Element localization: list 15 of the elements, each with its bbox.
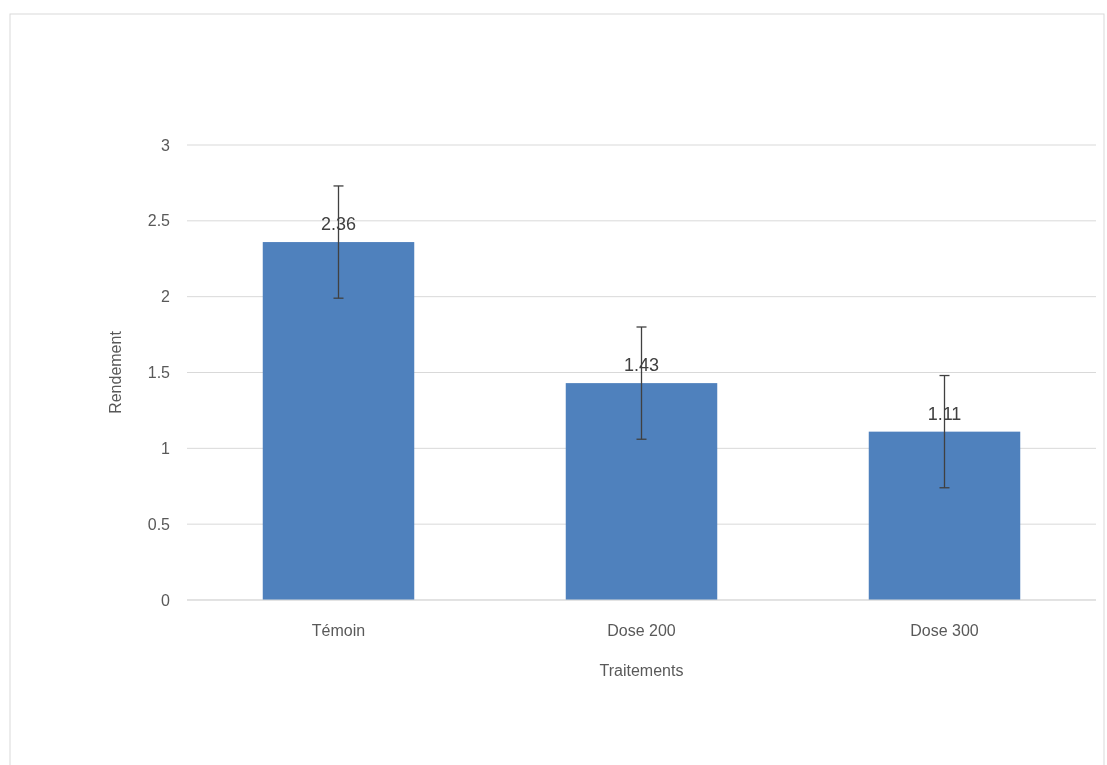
x-tick-label: Dose 200 xyxy=(607,621,676,639)
y-axis-title: Rendement xyxy=(106,330,124,414)
y-tick-label: 1.5 xyxy=(147,364,171,382)
y-tick-label: 0 xyxy=(161,591,171,609)
y-tick-label: 2.5 xyxy=(147,212,171,230)
y-tick-label: 3 xyxy=(161,136,171,154)
bar xyxy=(565,383,718,600)
x-tick-label: Dose 300 xyxy=(910,621,979,639)
y-tick-label: 2 xyxy=(161,288,171,306)
y-tick-label: 1 xyxy=(161,439,171,457)
x-tick-label: Témoin xyxy=(311,621,366,639)
bar xyxy=(262,242,415,600)
y-tick-label: 0.5 xyxy=(147,515,171,533)
x-axis-title: Traitements xyxy=(599,661,684,679)
bar xyxy=(868,431,1021,600)
